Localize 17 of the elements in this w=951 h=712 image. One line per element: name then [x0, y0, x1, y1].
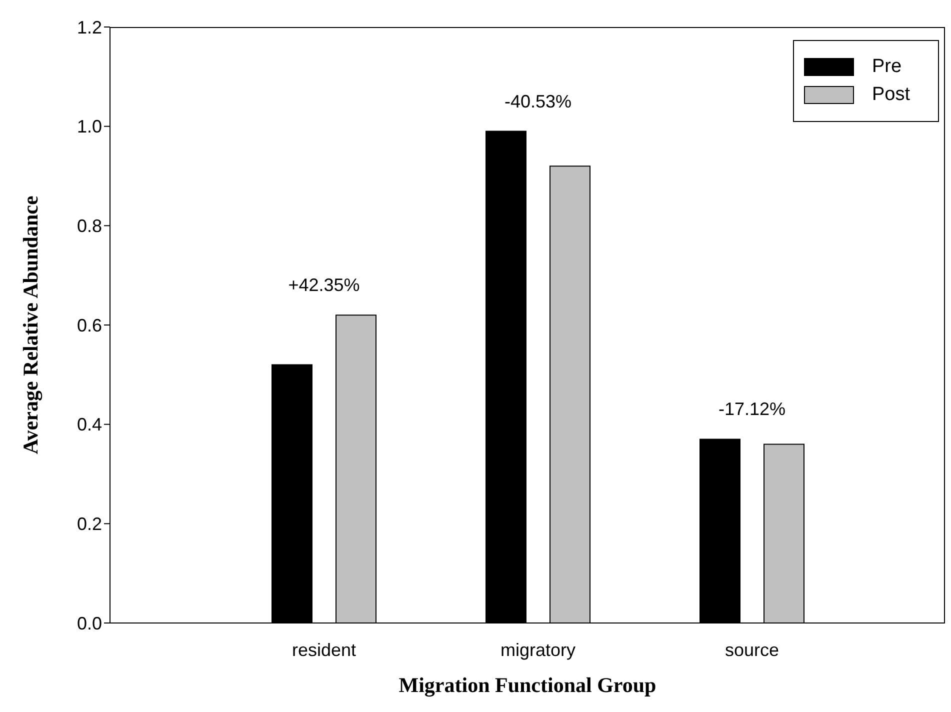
- x-tick-label: source: [724, 640, 780, 660]
- y-tick-label: 0.6: [76, 315, 102, 336]
- x-tick-label: migratory: [500, 640, 576, 660]
- y-tick-label: 1.0: [76, 116, 102, 137]
- y-tick-label: 0.2: [76, 514, 102, 534]
- annotation: -17.12%: [718, 399, 786, 420]
- y-tick-label: 0.4: [76, 414, 102, 435]
- y-tick-label: 0.8: [76, 216, 102, 236]
- legend-label: Pre: [872, 56, 902, 78]
- legend-label: Post: [872, 84, 910, 106]
- x-axis-title: Migration Functional Group: [398, 673, 656, 697]
- x-tick-label: resident: [292, 640, 356, 660]
- y-tick-label: 0.0: [76, 613, 102, 634]
- y-tick-label: 1.2: [76, 17, 102, 38]
- annotation: +42.35%: [288, 275, 360, 296]
- annotation: -40.53%: [504, 91, 572, 112]
- y-axis-title: Average Relative Abundance: [18, 196, 42, 454]
